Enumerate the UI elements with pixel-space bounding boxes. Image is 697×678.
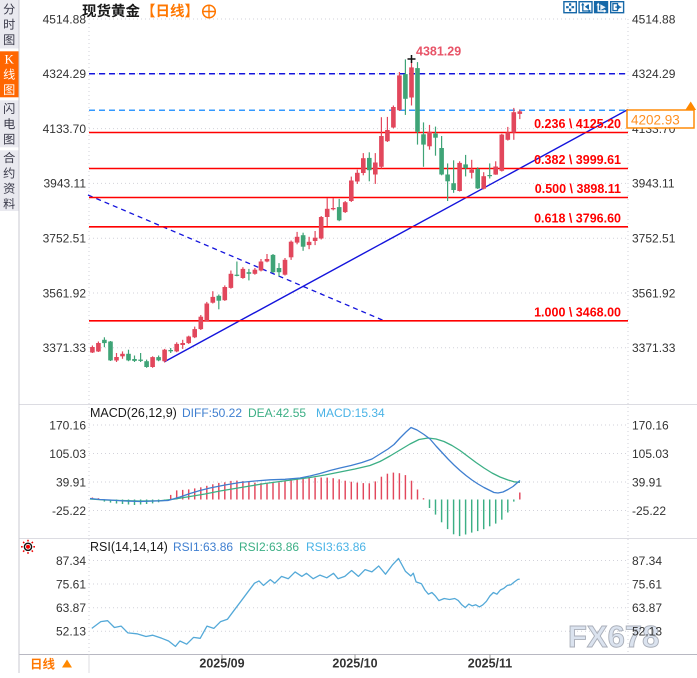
svg-text:3371.33: 3371.33 — [632, 341, 676, 355]
svg-text:2025/09: 2025/09 — [199, 657, 244, 671]
svg-text:RSI1:63.86: RSI1:63.86 — [173, 540, 233, 554]
svg-text:DEA:42.55: DEA:42.55 — [248, 406, 306, 420]
svg-text:105.03: 105.03 — [632, 447, 669, 461]
svg-text:170.16: 170.16 — [49, 418, 86, 432]
svg-text:3752.51: 3752.51 — [43, 232, 87, 246]
svg-text:3561.92: 3561.92 — [43, 286, 87, 300]
svg-text:3943.11: 3943.11 — [44, 177, 87, 191]
svg-text:4133.70: 4133.70 — [43, 122, 87, 136]
svg-text:2025/11: 2025/11 — [468, 657, 513, 671]
svg-text:-25.22: -25.22 — [632, 504, 666, 518]
svg-text:87.34: 87.34 — [632, 554, 662, 568]
svg-text:MACD(26,12,9): MACD(26,12,9) — [90, 406, 177, 420]
svg-text:170.16: 170.16 — [632, 418, 669, 432]
svg-text:-25.22: -25.22 — [52, 504, 86, 518]
svg-text:52.13: 52.13 — [632, 625, 662, 639]
svg-text:RSI(14,14,14): RSI(14,14,14) — [90, 540, 168, 554]
svg-text:75.61: 75.61 — [56, 577, 86, 591]
svg-text:39.91: 39.91 — [632, 475, 662, 489]
svg-text:4324.29: 4324.29 — [43, 67, 87, 81]
svg-text:0.500 \ 3898.11: 0.500 \ 3898.11 — [535, 182, 621, 196]
svg-text:4381.29: 4381.29 — [416, 45, 461, 59]
svg-text:0.618 \ 3796.60: 0.618 \ 3796.60 — [534, 211, 621, 225]
svg-text:FX678: FX678 — [568, 619, 659, 654]
svg-text:0.382 \ 3999.61: 0.382 \ 3999.61 — [534, 153, 621, 167]
svg-text:4324.29: 4324.29 — [632, 67, 676, 81]
svg-text:DIFF:50.22: DIFF:50.22 — [182, 406, 242, 420]
svg-text:63.87: 63.87 — [56, 601, 86, 615]
svg-text:3943.11: 3943.11 — [632, 177, 675, 191]
svg-text:0.236 \ 4125.20: 0.236 \ 4125.20 — [534, 117, 621, 131]
svg-text:RSI3:63.86: RSI3:63.86 — [306, 540, 366, 554]
svg-text:3561.92: 3561.92 — [632, 286, 676, 300]
svg-text:MACD:15.34: MACD:15.34 — [316, 406, 385, 420]
svg-text:2025/10: 2025/10 — [332, 657, 377, 671]
svg-text:52.13: 52.13 — [56, 625, 86, 639]
svg-text:1.000 \ 3468.00: 1.000 \ 3468.00 — [534, 305, 621, 319]
svg-text:4514.88: 4514.88 — [43, 12, 87, 26]
svg-text:RSI2:63.86: RSI2:63.86 — [239, 540, 299, 554]
svg-text:3371.33: 3371.33 — [43, 341, 87, 355]
svg-text:75.61: 75.61 — [632, 577, 662, 591]
svg-text:K: K — [5, 52, 15, 67]
svg-text:87.34: 87.34 — [56, 554, 86, 568]
svg-text:105.03: 105.03 — [49, 447, 86, 461]
svg-text:3752.51: 3752.51 — [632, 232, 676, 246]
svg-text:39.91: 39.91 — [56, 475, 86, 489]
svg-text:4514.88: 4514.88 — [632, 12, 676, 26]
svg-text:63.87: 63.87 — [632, 601, 662, 615]
svg-text:4202.93: 4202.93 — [631, 113, 680, 128]
